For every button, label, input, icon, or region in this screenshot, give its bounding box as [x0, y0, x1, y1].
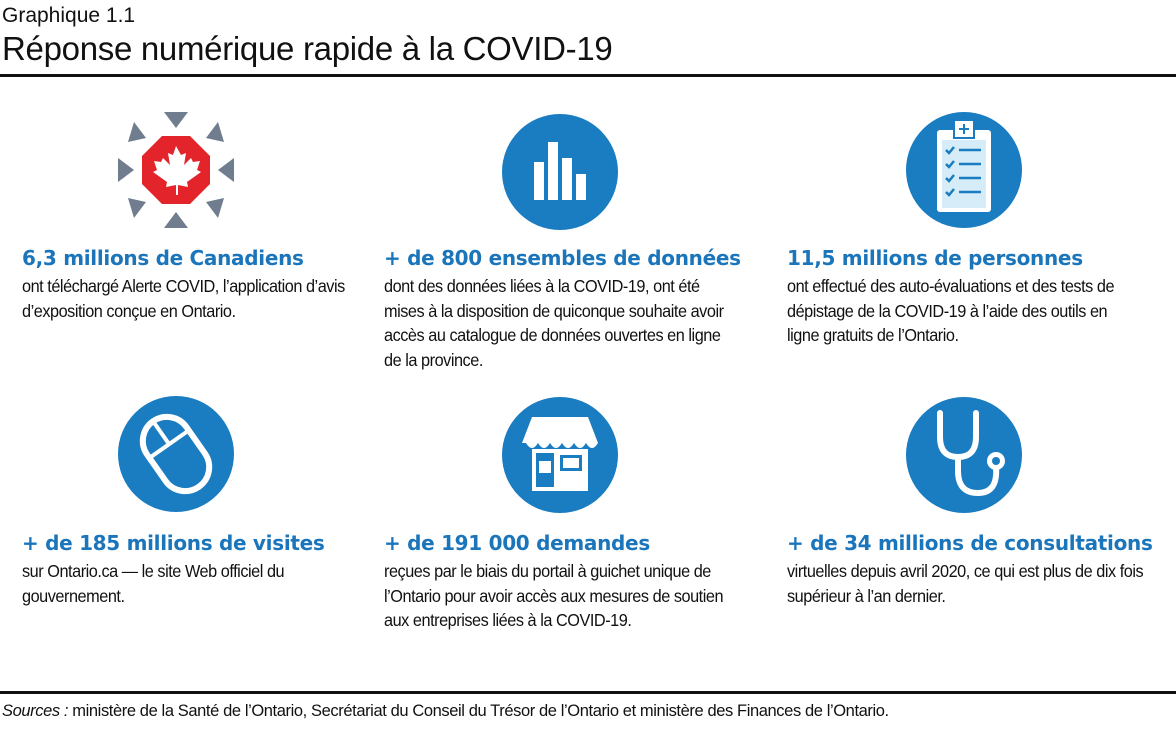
sources-label: Sources : — [2, 702, 69, 720]
stat-consultations: + de 34 millions de consultations virtue… — [787, 531, 1167, 608]
sources-note: Sources : ministère de la Santé de l’Ont… — [2, 702, 889, 721]
stat-body: reçues par le biais du portail à guichet… — [384, 561, 724, 630]
stat-heading: + de 191 000 demandes — [384, 531, 650, 555]
canada-alert-icon — [118, 112, 234, 228]
figure-label: Graphique 1.1 — [2, 4, 136, 27]
stethoscope-icon — [906, 397, 1022, 513]
stat-canadians: 6,3 millions de Canadiens ont téléchargé… — [22, 246, 402, 323]
stat-body: ont effectué des auto-évaluations et des… — [787, 276, 1115, 345]
stat-people: 11,5 millions de personnes ont effectué … — [787, 246, 1167, 348]
bar-chart-icon — [502, 114, 618, 230]
mouse-icon — [118, 396, 234, 512]
storefront-icon — [502, 397, 618, 513]
stat-visits: + de 185 millions de visites sur Ontario… — [22, 531, 402, 608]
stat-heading: + de 34 millions de consultations — [787, 531, 1153, 555]
stat-requests: + de 191 000 demandes reçues par le biai… — [384, 531, 764, 633]
page-title: Réponse numérique rapide à la COVID-19 — [2, 30, 613, 67]
stat-datasets: + de 800 ensembles de données dont des d… — [384, 246, 764, 372]
stat-body: dont des données liées à la COVID-19, on… — [384, 276, 724, 370]
stat-heading: 11,5 millions de personnes — [787, 246, 1083, 270]
stat-body: virtuelles depuis avril 2020, ce qui est… — [787, 561, 1144, 606]
top-divider — [0, 74, 1176, 77]
stat-body: ont téléchargé Alerte COVID, l’applicati… — [22, 276, 345, 321]
stat-heading: 6,3 millions de Canadiens — [22, 246, 304, 270]
bottom-divider — [0, 691, 1176, 694]
clipboard-checklist-icon — [906, 112, 1022, 228]
stat-heading: + de 800 ensembles de données — [384, 246, 741, 270]
stat-heading: + de 185 millions de visites — [22, 531, 325, 555]
sources-text: ministère de la Santé de l’Ontario, Secr… — [68, 702, 889, 720]
stat-body: sur Ontario.ca — le site Web officiel du… — [22, 561, 285, 606]
